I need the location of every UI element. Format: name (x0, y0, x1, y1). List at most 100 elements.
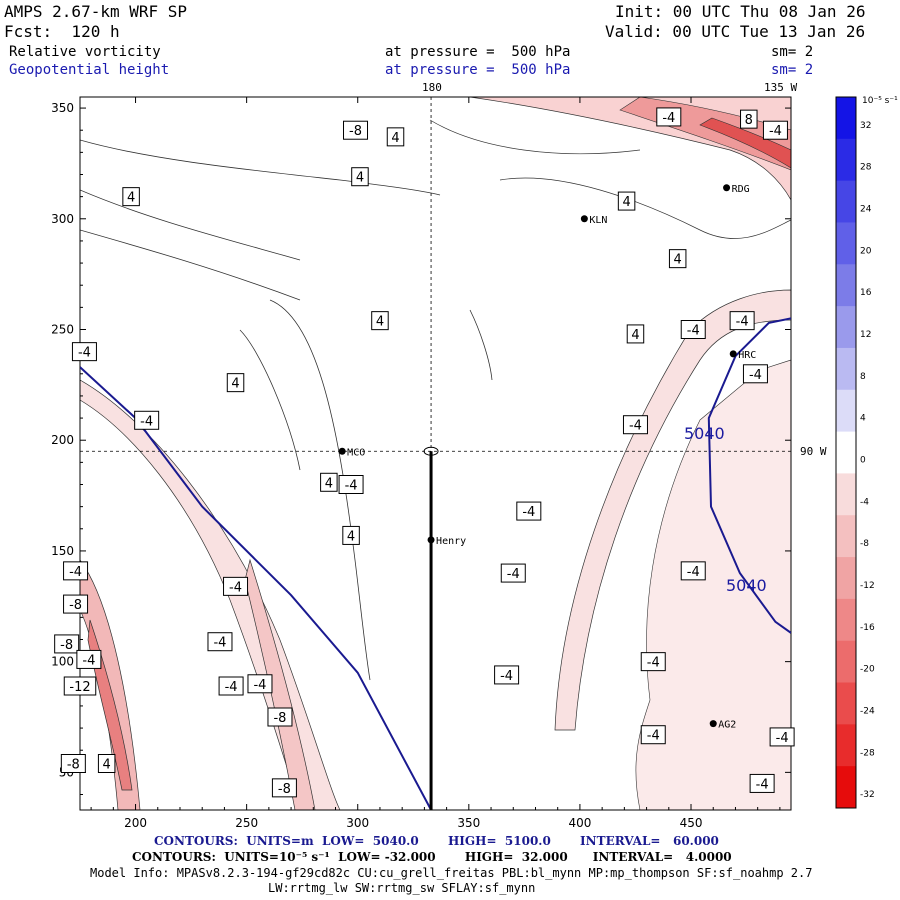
vorticity-label: -4 (729, 311, 755, 331)
vorticity-label: -4 (516, 501, 542, 521)
vorticity-label-text: -4 (629, 419, 642, 434)
lon-label-135w: 135 W (764, 81, 797, 94)
colorbar-swatch (836, 515, 856, 558)
vorticity-label-text: -8 (60, 638, 73, 653)
colorbar-swatch (836, 180, 856, 223)
field1-name: Relative vorticity (9, 44, 161, 60)
lon-label-180: 180 (422, 81, 442, 94)
colorbar-tick-label: 12 (860, 330, 871, 340)
height-contour-line (707, 317, 791, 634)
model-info-physics: LW:rrtmg_lw SW:rrtmg_sw SFLAY:sf_mynn (268, 881, 536, 895)
vorticity-label-text: 4 (391, 131, 399, 146)
axes: 20025030035040045050100150200250300350 (51, 96, 792, 830)
forecast-hour: Fcst: 120 h (4, 22, 120, 41)
vorticity-label: -4 (247, 674, 273, 694)
vorticity-label-box (207, 632, 233, 652)
colorbar-tick-label: 16 (860, 288, 872, 298)
vorticity-label-box (342, 525, 360, 545)
vorticity-label: -4 (640, 725, 666, 745)
vorticity-label-text: 4 (347, 529, 355, 544)
station-dot (729, 350, 737, 358)
vorticity-label-text: -4 (522, 505, 535, 520)
vorticity-label-text: -4 (776, 731, 789, 746)
station-label: RDG (732, 184, 750, 195)
vorticity-label-box (54, 634, 80, 654)
vorticity-label-box (656, 107, 682, 127)
colorbar-swatch (836, 222, 856, 265)
vorticity-label-box (226, 373, 245, 393)
vorticity-label-box (223, 576, 249, 596)
y-tick-label: 100 (51, 655, 74, 669)
y-tick-label: 200 (51, 433, 74, 447)
station-dot (709, 720, 717, 728)
contours-height-info: CONTOURS: UNITS=m LOW= 5040.0 HIGH= 5100… (154, 834, 719, 848)
height-contours (80, 317, 791, 810)
y-tick-label: 150 (51, 544, 74, 558)
colorbar-swatch (836, 264, 856, 307)
vorticity-label: 8 (740, 109, 758, 129)
vorticity-label: -4 (762, 120, 788, 140)
vorticity-label-box (386, 127, 405, 147)
colorbar-swatch (836, 306, 856, 349)
vorticity-label-text: -4 (736, 315, 749, 330)
stations: RDG KLN HRC MCO Henry AG2 (338, 184, 756, 731)
colorbar-swatch (836, 473, 856, 516)
colorbar-tick-label: 24 (860, 205, 872, 215)
vorticity-label-text: 8 (745, 113, 753, 128)
vorticity-label: -8 (271, 778, 297, 798)
vorticity-label-text: -4 (225, 680, 238, 695)
vorticity-label-box (742, 364, 768, 384)
colorbar-tick-label: -12 (860, 581, 875, 591)
vorticity-label: 4 (226, 373, 245, 393)
colorbar-units: 10⁻⁵ s⁻¹ (862, 96, 898, 106)
colorbar-swatch (836, 347, 856, 391)
model-info: Model Info: MPASv8.2.3-194-gf29cd82c CU:… (90, 866, 813, 880)
colorbar-tick-label: -16 (860, 623, 875, 633)
y-tick-label: 350 (51, 101, 74, 115)
vorticity-label: 4 (386, 127, 405, 147)
vorticity-label: -12 (63, 676, 97, 696)
vorticity-label: -4 (680, 320, 706, 339)
vorticity-label-box (267, 707, 293, 727)
field2-smooth: sm= 2 (771, 62, 814, 78)
vorticity-label: -4 (769, 727, 795, 747)
vorticity-label: -4 (500, 563, 526, 583)
colorbar-frame (835, 96, 857, 809)
vorticity-label-text: -4 (229, 580, 242, 595)
valid-time: Valid: 00 UTC Tue 13 Jan 26 (605, 22, 866, 41)
vorticity-label-box (622, 415, 648, 435)
vorticity-label-text: -8 (67, 758, 80, 773)
vorticity-label-box (271, 778, 297, 798)
colorbar-tick-label: 28 (860, 163, 872, 173)
vorticity-label: -8 (267, 707, 293, 727)
vorticity-label-box (749, 773, 775, 793)
storm-track (423, 446, 439, 810)
vorticity-label-box (617, 191, 636, 211)
vorticity-label: -4 (223, 576, 249, 596)
vorticity-label-text: 4 (325, 476, 333, 491)
vorticity-label: -8 (60, 754, 86, 773)
vorticity-label: 4 (97, 754, 116, 773)
colorbar-swatch (836, 557, 856, 600)
vorticity-label-box (500, 563, 526, 583)
vorticity-label-box (680, 320, 706, 339)
vorticity-label-box (76, 649, 102, 669)
colorbar-tick-label: -8 (860, 539, 869, 549)
height-contour-label-2: 5040 (726, 576, 767, 595)
colorbar-tick-label: 32 (860, 121, 871, 131)
vorticity-label-box (63, 561, 89, 581)
height-contour-line (80, 366, 432, 810)
vorticity-label-text: 4 (631, 328, 639, 343)
vorticity-label: 4 (351, 167, 369, 187)
vorticity-label-box (71, 342, 97, 362)
vorticity-label: -4 (71, 342, 97, 362)
vorticity-label-text: -12 (69, 680, 90, 695)
vorticity-label-box (218, 676, 244, 696)
vorticity-label-text: 4 (376, 315, 384, 330)
vorticity-label-text: 4 (356, 171, 364, 186)
vorticity-label: 4 (371, 311, 389, 331)
vorticity-label-text: -8 (69, 598, 82, 613)
colorbar-swatch (836, 640, 856, 684)
colorbar-tick-label: -28 (860, 748, 875, 758)
